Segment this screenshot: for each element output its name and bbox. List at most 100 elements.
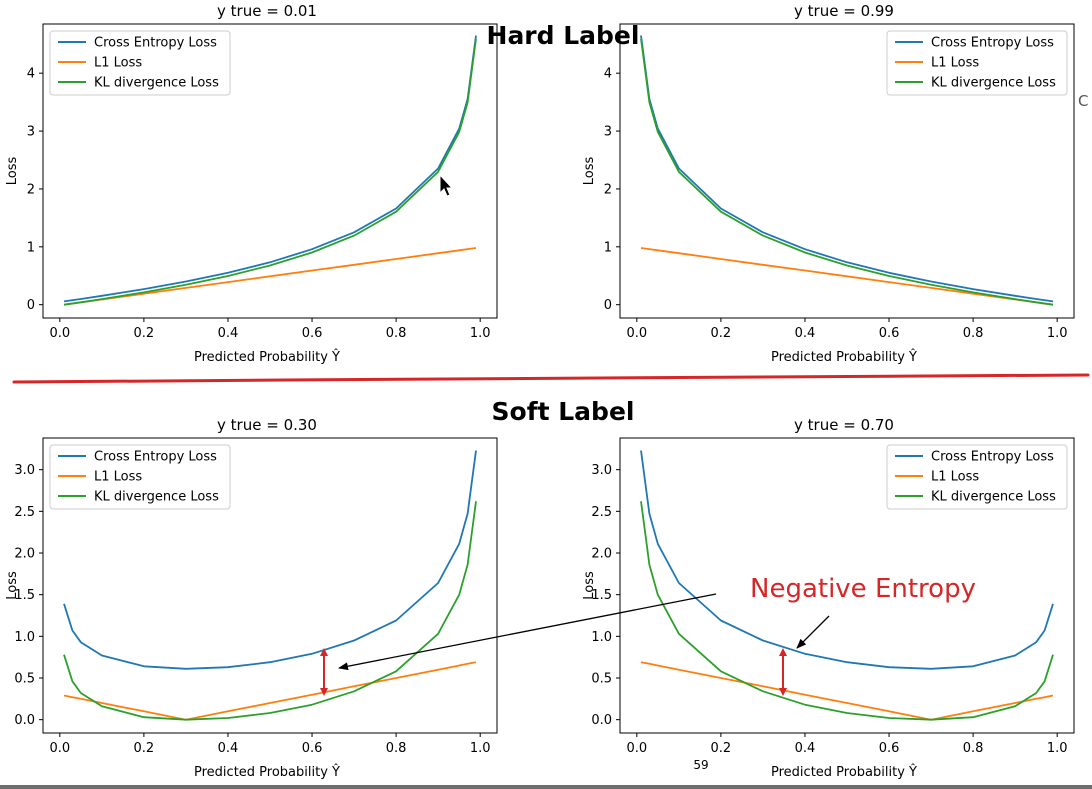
x-axis-label: Predicted Probability Ŷ [771, 764, 917, 780]
x-tick-label: 0.2 [134, 741, 155, 756]
x-tick-label: 0.4 [218, 326, 239, 341]
soft-label-title: Soft Label [492, 397, 635, 426]
edge-letter: C [1078, 92, 1089, 110]
y-tick-label: 0.0 [591, 713, 612, 728]
x-tick-label: 0.2 [711, 741, 732, 756]
series-line-kl-divergence-loss [63, 501, 477, 721]
series-line-cross-entropy-loss [640, 35, 1054, 303]
series-line-kl-divergence-loss [640, 501, 1054, 721]
x-tick-label: 0.0 [626, 326, 647, 341]
legend: Cross Entropy Loss L1 Loss KL divergence L… [886, 444, 1068, 510]
x-tick-label: 0.0 [49, 326, 70, 341]
x-tick-label: 0.8 [963, 741, 984, 756]
chart-panel-1: 0.0 0.2 0.4 0.6 0.8 1.0 0 1 2 3 4 y true = 0.01 Pred… [5, 2, 498, 365]
x-tick-label: 0.8 [963, 326, 984, 341]
legend-entry: L1 Loss [931, 56, 979, 71]
y-tick-label: 2 [27, 182, 35, 197]
legend-entry: Cross Entropy Loss [931, 450, 1054, 465]
axes-frame [619, 437, 1075, 734]
x-tick-label: 1.0 [1047, 741, 1068, 756]
legend-box [886, 30, 1068, 96]
legend-entry: L1 Loss [94, 470, 142, 485]
series-line-cross-entropy-loss [640, 450, 1054, 670]
legend-entry: KL divergence Loss [94, 76, 219, 91]
y-tick-label: 3 [604, 125, 612, 140]
axes-frame [42, 23, 498, 319]
x-tick-label: 0.4 [795, 741, 816, 756]
y-axis-label: Loss [582, 157, 597, 186]
axes-frame [619, 23, 1075, 319]
chart-panel-3: 0.0 0.2 0.4 0.6 0.8 1.0 0.0 0.5 1.0 1.5 2.0 2.5 3.0 y… [5, 416, 498, 780]
hard-label-title: Hard Label [487, 21, 640, 50]
x-tick-label: 0.0 [626, 741, 647, 756]
y-axis-label: Loss [5, 157, 20, 186]
mouse-cursor-icon [439, 173, 454, 197]
x-tick-label: 1.0 [470, 741, 491, 756]
chart-title: y true = 0.30 [217, 416, 317, 434]
series-line-l1-loss [640, 661, 1054, 721]
x-tick-label: 0.8 [386, 741, 407, 756]
y-tick-label: 4 [604, 67, 612, 82]
y-tick-label: 3 [27, 125, 35, 140]
y-tick-label: 1.0 [14, 630, 35, 645]
legend-entry: Cross Entropy Loss [94, 450, 217, 465]
series-line-cross-entropy-loss [63, 35, 477, 303]
legend-entry: KL divergence Loss [931, 490, 1056, 505]
series-line-kl-divergence-loss [640, 38, 1054, 306]
y-tick-label: 0 [27, 298, 35, 313]
legend: Cross Entropy Loss L1 Loss KL divergence L… [886, 30, 1068, 96]
series-line-kl-divergence-loss [63, 38, 477, 306]
page-number: 59 [693, 758, 708, 772]
legend-entry: L1 Loss [94, 56, 142, 71]
y-tick-label: 2.0 [14, 547, 35, 562]
chart-title: y true = 0.01 [217, 2, 317, 20]
y-tick-label: 1 [604, 240, 612, 255]
y-tick-label: 4 [27, 67, 35, 82]
x-tick-label: 0.0 [49, 741, 70, 756]
x-tick-label: 0.6 [879, 741, 900, 756]
y-tick-label: 1.0 [591, 630, 612, 645]
pointer-arrow-long [338, 593, 717, 671]
y-tick-label: 0 [604, 298, 612, 313]
y-tick-label: 3.0 [591, 463, 612, 478]
page-bottom-border [0, 785, 1092, 789]
x-tick-label: 0.6 [879, 326, 900, 341]
y-tick-label: 1.5 [14, 588, 35, 603]
y-tick-label: 0.5 [591, 672, 612, 687]
x-tick-label: 0.2 [711, 326, 732, 341]
chart-title: y true = 0.70 [794, 416, 894, 434]
legend-entry: Cross Entropy Loss [931, 36, 1054, 51]
x-tick-label: 0.8 [386, 326, 407, 341]
y-axis-label: Loss [5, 571, 20, 600]
legend-entry: Cross Entropy Loss [94, 36, 217, 51]
negative-entropy-label: Negative Entropy [750, 574, 976, 604]
series-line-l1-loss [63, 661, 477, 721]
slide-annotations: Hard Label Soft Label 59 Negative Entropy [12, 21, 1090, 772]
x-axis-label: Predicted Probability Ŷ [194, 764, 340, 780]
x-axis-label: Predicted Probability Ŷ [194, 349, 340, 365]
legend-entry: KL divergence Loss [931, 76, 1056, 91]
y-tick-label: 2.0 [591, 547, 612, 562]
pointer-arrow-short [796, 615, 830, 649]
x-tick-label: 0.6 [302, 326, 323, 341]
x-tick-label: 0.2 [134, 326, 155, 341]
y-tick-label: 1 [27, 240, 35, 255]
x-tick-label: 0.6 [302, 741, 323, 756]
x-axis-label: Predicted Probability Ŷ [771, 349, 917, 365]
legend: Cross Entropy Loss L1 Loss KL divergence L… [49, 444, 231, 510]
legend-box [49, 30, 231, 96]
y-tick-label: 1.5 [591, 588, 612, 603]
chart-panel-4: 0.0 0.2 0.4 0.6 0.8 1.0 0.0 0.5 1.0 1.5 2.0 2.5 3.0 y… [582, 416, 1075, 780]
legend-box [49, 444, 231, 510]
chart-title: y true = 0.99 [794, 2, 894, 20]
y-tick-label: 2 [604, 182, 612, 197]
legend: Cross Entropy Loss L1 Loss KL divergence L… [49, 30, 231, 96]
x-tick-label: 1.0 [1047, 326, 1068, 341]
legend-entry: L1 Loss [931, 470, 979, 485]
x-tick-label: 1.0 [470, 326, 491, 341]
legend-entry: KL divergence Loss [94, 490, 219, 505]
y-tick-label: 0.5 [14, 672, 35, 687]
y-axis-label: Loss [582, 571, 597, 600]
red-divider-line [12, 373, 1090, 384]
